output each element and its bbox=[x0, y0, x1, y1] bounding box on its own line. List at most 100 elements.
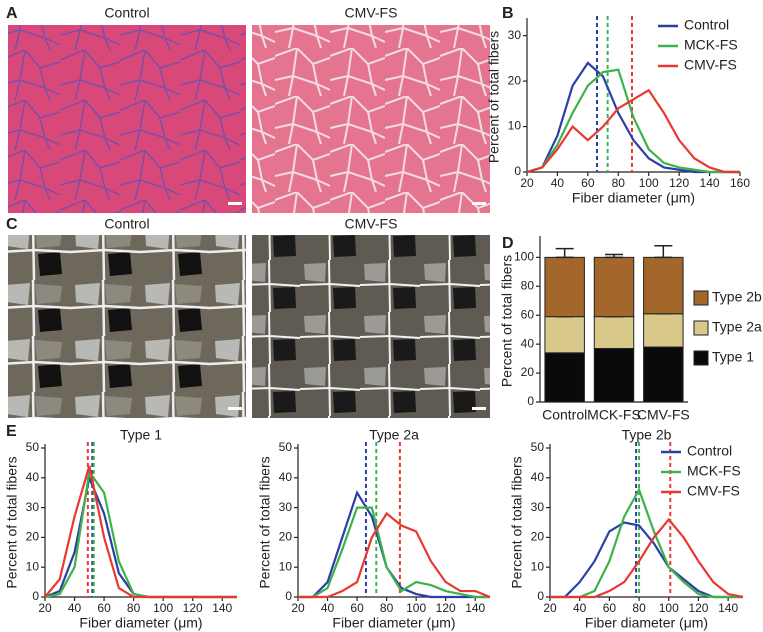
y-tick-label: 0 bbox=[32, 589, 39, 603]
legend-label: Control bbox=[684, 17, 729, 33]
panel-letter: C bbox=[6, 216, 18, 233]
x-tick-label: 120 bbox=[669, 176, 689, 190]
error-bar bbox=[654, 245, 673, 259]
legend-swatch bbox=[693, 290, 709, 306]
y-tick-label: 10 bbox=[531, 559, 545, 573]
y-tick-label: 20 bbox=[508, 73, 522, 87]
bar-segment bbox=[544, 352, 585, 403]
x-tick-label: 120 bbox=[183, 601, 203, 615]
bar-segment bbox=[593, 316, 635, 349]
x-tick-label: 140 bbox=[700, 176, 720, 190]
bar-segment bbox=[544, 256, 585, 318]
scale-bar bbox=[228, 202, 242, 205]
y-tick-label: 0 bbox=[285, 589, 292, 603]
chart-title: Type 2a bbox=[369, 427, 419, 443]
x-axis-label: Fiber diameter (μm) bbox=[332, 615, 455, 631]
scale-bar bbox=[228, 407, 242, 410]
y-axis-label: Percent of total fibers bbox=[257, 456, 273, 588]
image-label: CMV-FS bbox=[345, 216, 398, 232]
x-tick-label: 60 bbox=[97, 601, 111, 615]
y-tick-label: 60 bbox=[521, 307, 535, 321]
x-tick-label: 60 bbox=[581, 176, 595, 190]
legend-label: Type 2a bbox=[712, 319, 762, 335]
panel-letter: E bbox=[6, 423, 17, 440]
x-tick-label: 80 bbox=[612, 176, 626, 190]
x-tick-label: 40 bbox=[551, 176, 565, 190]
y-tick-label: 50 bbox=[26, 440, 40, 454]
x-tick-label: 80 bbox=[127, 601, 141, 615]
x-axis-label: Fiber diameter (μm) bbox=[79, 615, 202, 631]
y-axis-label: Percent of total fibers bbox=[499, 255, 515, 387]
x-tick-label: 40 bbox=[321, 601, 335, 615]
series-line bbox=[550, 517, 744, 599]
y-tick-label: 100 bbox=[514, 250, 534, 264]
y-tick-label: 40 bbox=[531, 470, 545, 484]
y-tick-label: 20 bbox=[26, 530, 40, 544]
image-label: Control bbox=[104, 5, 149, 21]
legend-swatch bbox=[693, 320, 709, 336]
legend-label: CMV-FS bbox=[684, 57, 737, 73]
y-tick-label: 50 bbox=[279, 440, 293, 454]
image-label: CMV-FS bbox=[345, 5, 398, 21]
x-tick-label: 100 bbox=[639, 176, 659, 190]
error-bar bbox=[605, 253, 623, 259]
y-tick-label: 0 bbox=[514, 164, 521, 178]
x-tick-label: 20 bbox=[520, 176, 534, 190]
y-axis-label: Percent of total fibers bbox=[4, 456, 20, 588]
y-tick-label: 30 bbox=[279, 500, 293, 514]
y-tick-label: 20 bbox=[521, 365, 535, 379]
x-tick-label: Control bbox=[542, 407, 587, 423]
x-tick-label: CMV-FS bbox=[637, 407, 690, 423]
y-tick-label: 40 bbox=[26, 470, 40, 484]
x-tick-label: 80 bbox=[632, 601, 646, 615]
x-tick-label: 100 bbox=[659, 601, 679, 615]
series-line bbox=[550, 521, 743, 599]
y-tick-label: 40 bbox=[279, 470, 293, 484]
image-label: Control bbox=[104, 216, 149, 232]
panel-letter: B bbox=[502, 5, 514, 22]
y-tick-label: 50 bbox=[531, 440, 545, 454]
bar-segment bbox=[593, 256, 635, 318]
x-tick-label: 20 bbox=[291, 601, 305, 615]
series-line bbox=[298, 506, 490, 599]
y-tick-label: 20 bbox=[531, 530, 545, 544]
x-tick-label: 60 bbox=[603, 601, 617, 615]
x-tick-label: 80 bbox=[380, 601, 394, 615]
y-tick-label: 30 bbox=[508, 28, 522, 42]
panel-letter: A bbox=[6, 5, 18, 22]
y-tick-label: 30 bbox=[531, 500, 545, 514]
x-tick-label: MCK-FS bbox=[587, 407, 641, 423]
panel-letter: D bbox=[502, 235, 514, 252]
x-tick-label: 60 bbox=[350, 601, 364, 615]
chart-title: Type 1 bbox=[120, 427, 162, 443]
x-tick-label: 40 bbox=[573, 601, 587, 615]
x-tick-label: 160 bbox=[730, 176, 750, 190]
legend-label: Control bbox=[687, 443, 732, 459]
error-bar bbox=[555, 247, 574, 259]
x-tick-label: 20 bbox=[38, 601, 52, 615]
x-tick-label: 140 bbox=[718, 601, 738, 615]
x-tick-label: 140 bbox=[212, 601, 232, 615]
x-tick-label: 120 bbox=[436, 601, 456, 615]
bar-segment bbox=[643, 346, 684, 403]
series-line bbox=[44, 468, 237, 599]
series-line bbox=[44, 474, 237, 599]
legend-label: Type 2b bbox=[712, 289, 762, 305]
histology-image bbox=[252, 25, 490, 213]
atpase-image bbox=[252, 235, 490, 418]
x-tick-label: 100 bbox=[406, 601, 426, 615]
bar-segment bbox=[544, 316, 585, 354]
bar-segment bbox=[593, 347, 635, 403]
x-tick-label: 40 bbox=[68, 601, 82, 615]
bar-segment bbox=[643, 313, 684, 348]
y-tick-label: 10 bbox=[26, 559, 40, 573]
x-axis-label: Fiber diameter (μm) bbox=[572, 190, 695, 206]
x-tick-label: 100 bbox=[153, 601, 173, 615]
legend-label: Type 1 bbox=[712, 349, 754, 365]
y-tick-label: 80 bbox=[521, 278, 535, 292]
y-tick-label: 10 bbox=[508, 119, 522, 133]
atpase-image bbox=[8, 235, 246, 418]
x-axis-label: Fiber diameter (μm) bbox=[585, 615, 708, 631]
y-axis-label: Percent of total fibers bbox=[486, 31, 502, 163]
